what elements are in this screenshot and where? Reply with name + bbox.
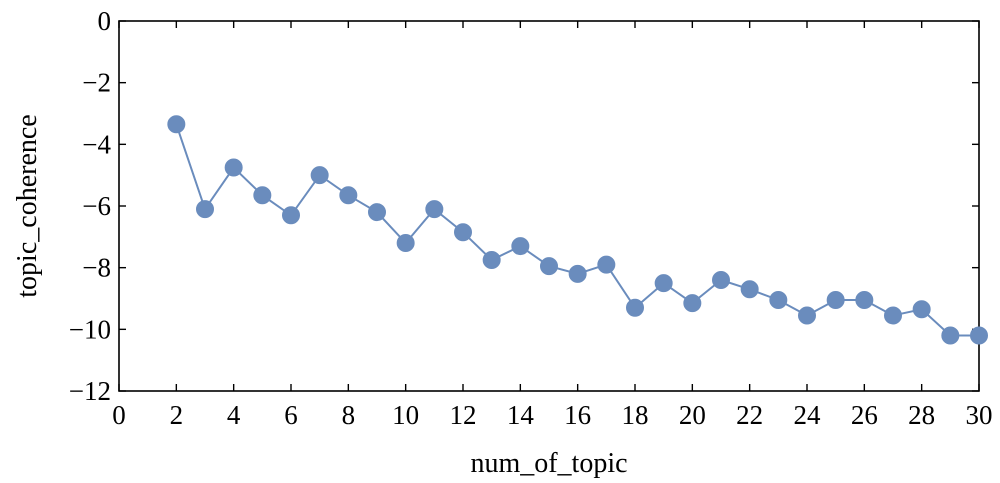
- x-tick-label: 12: [450, 400, 477, 430]
- data-point: [597, 255, 616, 274]
- x-axis: 0 2 4 6 8 10 12 14 16 18 20 22 24 26 28 30: [112, 21, 993, 430]
- y-tick-label: −12: [69, 376, 111, 406]
- data-point: [339, 186, 358, 205]
- x-tick-label: 18: [622, 400, 649, 430]
- data-point: [826, 291, 845, 310]
- series-group: [167, 115, 988, 345]
- y-axis-label: topic_coherence: [12, 114, 43, 297]
- x-tick-label: 14: [507, 400, 535, 430]
- x-tick-label: 4: [227, 400, 241, 430]
- x-tick-label: 2: [170, 400, 184, 430]
- data-point: [626, 298, 644, 317]
- data-point: [167, 115, 186, 134]
- data-point: [740, 280, 759, 299]
- data-point: [253, 186, 272, 205]
- data-point: [912, 300, 931, 319]
- y-tick-label: −10: [69, 314, 111, 344]
- y-tick-label: −6: [82, 191, 111, 221]
- data-point: [941, 326, 960, 345]
- data-point: [196, 200, 214, 219]
- data-point: [798, 306, 816, 325]
- x-tick-label: 30: [966, 400, 993, 430]
- data-point: [224, 158, 243, 177]
- y-axis: 0 −2 −4 −6 −8 −10 −12: [69, 6, 979, 406]
- x-tick-label: 26: [851, 400, 878, 430]
- x-tick-label: 0: [112, 400, 126, 430]
- plot-frame: [118, 20, 980, 392]
- data-point: [454, 223, 472, 242]
- x-tick-label: 22: [736, 400, 763, 430]
- data-point: [654, 274, 673, 293]
- data-point: [425, 200, 444, 219]
- data-point: [396, 234, 415, 252]
- x-tick-label: 20: [679, 400, 706, 430]
- data-point: [310, 166, 329, 185]
- data-point: [970, 326, 988, 345]
- y-tick-label: −4: [82, 129, 111, 159]
- x-tick-label: 6: [284, 400, 298, 430]
- y-tick-label: 0: [98, 6, 112, 36]
- data-point: [683, 294, 702, 313]
- data-point: [884, 306, 902, 325]
- data-point: [282, 206, 300, 225]
- data-point: [368, 203, 386, 222]
- x-tick-label: 28: [908, 400, 935, 430]
- data-point: [769, 291, 788, 310]
- data-point: [511, 237, 530, 256]
- y-tick-label: −2: [82, 68, 111, 98]
- data-point: [855, 291, 874, 310]
- x-tick-label: 16: [564, 400, 591, 430]
- data-point: [568, 264, 587, 283]
- x-tick-label: 24: [794, 400, 822, 430]
- x-tick-label: 8: [342, 400, 356, 430]
- data-point: [712, 271, 730, 289]
- x-axis-label: num_of_topic: [470, 448, 627, 479]
- data-point: [540, 257, 558, 276]
- y-tick-label: −8: [82, 253, 111, 283]
- x-tick-label: 10: [392, 400, 419, 430]
- data-point: [482, 250, 501, 269]
